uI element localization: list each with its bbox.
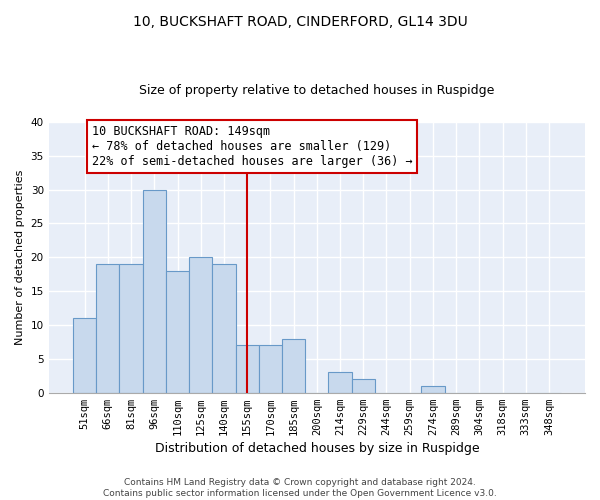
Bar bbox=[143, 190, 166, 392]
Bar bbox=[421, 386, 445, 392]
Text: Contains HM Land Registry data © Crown copyright and database right 2024.
Contai: Contains HM Land Registry data © Crown c… bbox=[103, 478, 497, 498]
Bar bbox=[189, 257, 212, 392]
Bar bbox=[352, 379, 375, 392]
Bar bbox=[166, 271, 189, 392]
Bar bbox=[119, 264, 143, 392]
Bar bbox=[212, 264, 236, 392]
Bar bbox=[96, 264, 119, 392]
Text: 10 BUCKSHAFT ROAD: 149sqm
← 78% of detached houses are smaller (129)
22% of semi: 10 BUCKSHAFT ROAD: 149sqm ← 78% of detac… bbox=[92, 125, 412, 168]
Bar bbox=[328, 372, 352, 392]
Bar bbox=[259, 346, 282, 393]
Y-axis label: Number of detached properties: Number of detached properties bbox=[15, 170, 25, 345]
Bar bbox=[236, 346, 259, 393]
Bar bbox=[73, 318, 96, 392]
X-axis label: Distribution of detached houses by size in Ruspidge: Distribution of detached houses by size … bbox=[155, 442, 479, 455]
Title: Size of property relative to detached houses in Ruspidge: Size of property relative to detached ho… bbox=[139, 84, 494, 97]
Text: 10, BUCKSHAFT ROAD, CINDERFORD, GL14 3DU: 10, BUCKSHAFT ROAD, CINDERFORD, GL14 3DU bbox=[133, 15, 467, 29]
Bar bbox=[282, 338, 305, 392]
